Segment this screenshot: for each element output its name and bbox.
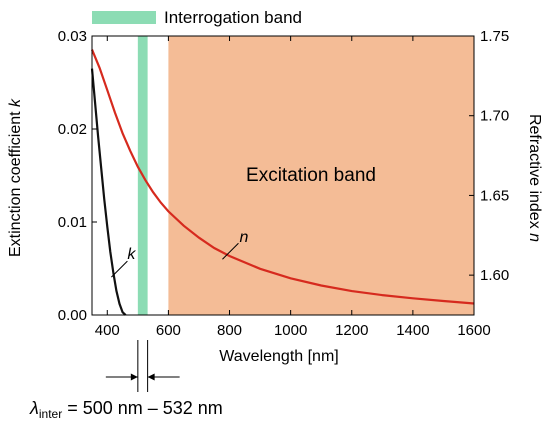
y-right-tick-label: 1.70 — [480, 108, 509, 125]
legend-label-interrogation-band: Interrogation band — [164, 8, 302, 27]
y-right-axis-ticks: 1.60 1.65 1.70 1.75 — [469, 28, 509, 284]
excitation-band — [168, 36, 474, 315]
x-tick-label: 1200 — [335, 322, 368, 339]
legend-swatch-interrogation-band — [92, 11, 156, 24]
y-left-tick-label: 0.02 — [58, 121, 87, 138]
series-line-n — [90, 49, 475, 305]
interrogation-width-indicator — [105, 340, 180, 392]
x-tick-label: 1600 — [457, 322, 490, 339]
y-right-tick-label: 1.75 — [480, 28, 509, 45]
k-label-leader — [111, 260, 128, 278]
indicator-left-arrowhead — [130, 373, 138, 381]
indicator-right-arrowhead — [147, 373, 155, 381]
lambda-value: = 500 nm – 532 nm — [62, 398, 223, 418]
y-left-tick-label: 0.01 — [58, 214, 87, 231]
series-line-k — [90, 68, 127, 316]
excitation-band-label: Excitation band — [246, 165, 376, 186]
y-right-tick-label: 1.65 — [480, 187, 509, 204]
y-left-axis-title-var: k — [7, 98, 24, 107]
x-tick-label: 600 — [156, 322, 181, 339]
plot-frame — [91, 35, 475, 316]
y-left-axis-title: Extinction coefficient k — [7, 98, 24, 257]
y-left-axis-ticks: 0.00 0.01 0.02 0.03 — [58, 28, 97, 324]
y-left-axis-title-text: Extinction coefficient — [7, 107, 24, 257]
lambda-subscript: inter — [39, 407, 62, 421]
y-left-tick-label: 0.00 — [58, 307, 87, 324]
y-right-axis-title-text: Refractive index — [526, 114, 543, 233]
x-axis-ticks: 400 600 800 1000 1200 1400 1600 — [95, 36, 491, 339]
y-right-axis-title-var: n — [526, 233, 543, 242]
x-axis-title: Wavelength [nm] — [219, 348, 338, 365]
lambda-inter-label: λinter = 500 nm – 532 nm — [29, 398, 223, 421]
n-label-leader — [222, 242, 239, 260]
y-left-tick-label: 0.03 — [58, 28, 87, 45]
y-right-tick-label: 1.60 — [480, 267, 509, 284]
series-label-n: n — [239, 229, 248, 246]
x-tick-label: 400 — [95, 322, 120, 339]
x-tick-label: 1400 — [396, 322, 429, 339]
series-label-k: k — [127, 246, 136, 263]
x-tick-label: 800 — [217, 322, 242, 339]
y-right-axis-title: Refractive index n — [526, 114, 543, 242]
x-tick-label: 1000 — [274, 322, 307, 339]
lambda-symbol: λ — [29, 398, 39, 418]
